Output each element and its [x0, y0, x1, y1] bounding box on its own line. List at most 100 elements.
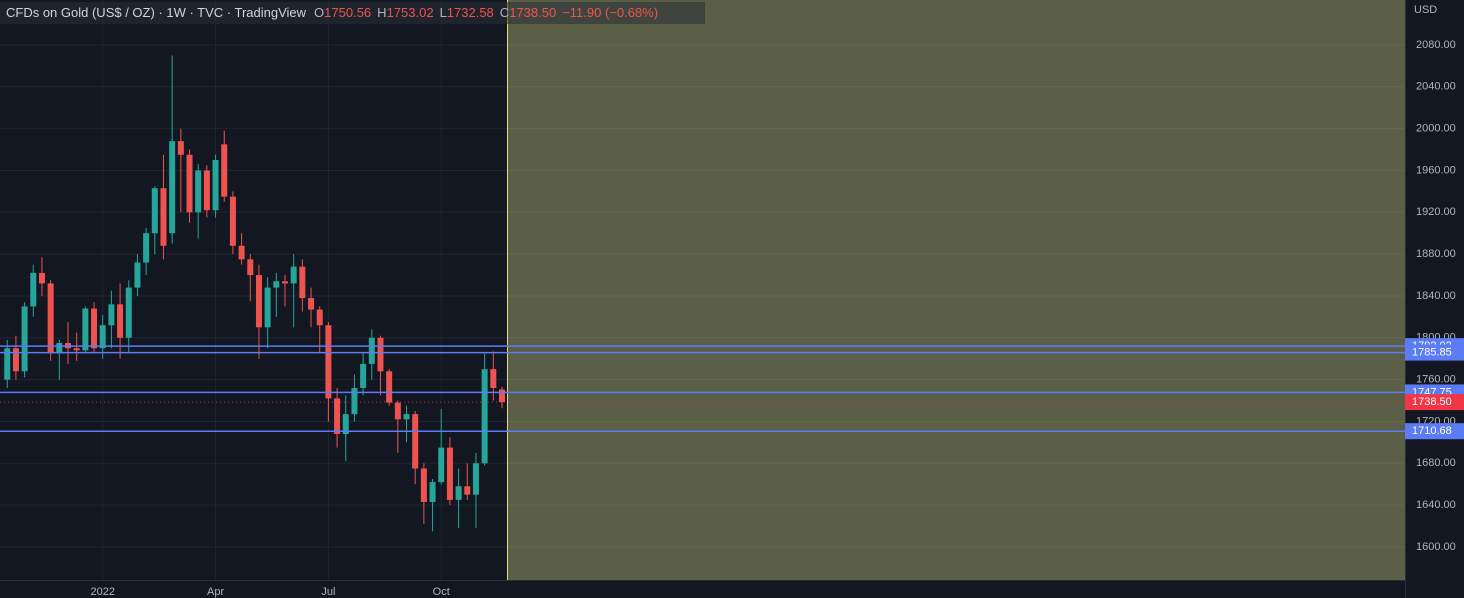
candle: [229, 191, 236, 255]
level-label-bg: [1405, 423, 1464, 440]
level-label: 1785.85: [1412, 346, 1452, 358]
candle: [342, 395, 349, 462]
candle-body: [151, 188, 158, 234]
candle: [186, 149, 193, 223]
candle-body: [308, 298, 315, 310]
candle-body: [21, 306, 28, 372]
candle-body: [420, 468, 427, 502]
candle-body: [195, 170, 202, 213]
x-tick-label: 2022: [90, 586, 114, 598]
candle: [325, 322, 332, 422]
candle: [308, 287, 315, 328]
candle: [499, 386, 505, 409]
y-tick-label: 2040.00: [1416, 81, 1456, 93]
candle: [99, 314, 106, 359]
change: −11.90 (−0.68%): [562, 5, 658, 20]
candle-body: [56, 343, 63, 354]
candle: [264, 277, 271, 349]
candle-body: [47, 283, 54, 354]
candle-body: [377, 337, 384, 372]
ohlc-key: L: [440, 5, 447, 20]
candle-body: [125, 287, 132, 338]
y-tick-label: 1760.00: [1416, 374, 1456, 386]
candle-body: [438, 447, 445, 483]
candle: [125, 280, 132, 354]
candle-body: [290, 266, 297, 284]
y-tick-label: 2000.00: [1416, 123, 1456, 135]
candle: [238, 233, 245, 265]
candle-body: [82, 308, 89, 351]
x-tick-label: Oct: [433, 586, 450, 598]
candle-body: [186, 154, 193, 213]
candle-body: [255, 275, 262, 328]
x-tick-label: Jul: [321, 586, 335, 598]
candle-body: [325, 325, 332, 399]
candle-body: [134, 262, 141, 288]
candle-body: [160, 188, 167, 246]
candle-body: [464, 486, 471, 495]
candle-body: [429, 482, 436, 502]
candle: [368, 329, 375, 380]
candle-body: [299, 266, 306, 299]
candle: [420, 463, 427, 524]
candle-body: [30, 272, 37, 307]
candle-body: [273, 281, 280, 288]
candle-body: [4, 348, 11, 380]
candle: [255, 264, 262, 359]
candle-body: [472, 463, 479, 495]
candle: [351, 374, 358, 422]
candle-body: [238, 245, 245, 260]
x-tick-label: Apr: [207, 586, 224, 598]
ohlc-value: 1732.58: [447, 5, 494, 20]
ohlc-key: C: [500, 5, 509, 20]
currency-label: USD: [1414, 4, 1437, 16]
candle-body: [264, 287, 271, 328]
candle-body: [334, 398, 341, 435]
candle: [247, 254, 254, 302]
candle: [177, 128, 184, 213]
candle-body: [247, 259, 254, 276]
candle-body: [73, 348, 80, 351]
candle: [91, 302, 98, 354]
level-label: 1710.68: [1412, 425, 1452, 437]
candle: [203, 165, 210, 218]
candle: [21, 302, 28, 378]
ohlc-key: H: [377, 5, 386, 20]
candle-body: [481, 369, 488, 464]
candle: [464, 463, 471, 500]
candle: [386, 369, 393, 406]
candle-body: [108, 304, 115, 326]
candle: [169, 55, 176, 244]
y-tick-label: 1640.00: [1416, 499, 1456, 511]
candle: [455, 468, 462, 529]
candle-body: [212, 160, 219, 211]
candle-body: [499, 389, 505, 403]
y-tick-label: 1840.00: [1416, 290, 1456, 302]
candle-body: [38, 272, 45, 284]
candle: [30, 264, 37, 317]
shaded-region: [507, 0, 1405, 580]
candle: [282, 275, 288, 307]
ohlc-value: 1738.50: [509, 5, 556, 20]
y-tick-label: 1960.00: [1416, 164, 1456, 176]
ohlc-key: O: [314, 5, 324, 20]
candle-body: [455, 486, 462, 500]
candle: [334, 387, 341, 448]
y-tick-label: 1880.00: [1416, 248, 1456, 260]
candle: [299, 259, 306, 312]
candle: [212, 154, 219, 218]
y-tick-label: 1600.00: [1416, 541, 1456, 553]
y-tick-label: 1920.00: [1416, 206, 1456, 218]
candle: [412, 410, 419, 485]
candle: [108, 290, 115, 349]
candle: [273, 272, 280, 317]
y-tick-label: 1680.00: [1416, 457, 1456, 469]
chart-title: CFDs on Gold (US$ / OZ) · 1W · TVC · Tra…: [6, 5, 307, 20]
candle-body: [229, 196, 236, 246]
candle-body: [351, 387, 358, 415]
candle: [38, 257, 45, 296]
level-label-bg: [1405, 344, 1464, 361]
candle-body: [316, 309, 323, 326]
candle-body: [446, 447, 453, 500]
candle: [195, 164, 202, 239]
